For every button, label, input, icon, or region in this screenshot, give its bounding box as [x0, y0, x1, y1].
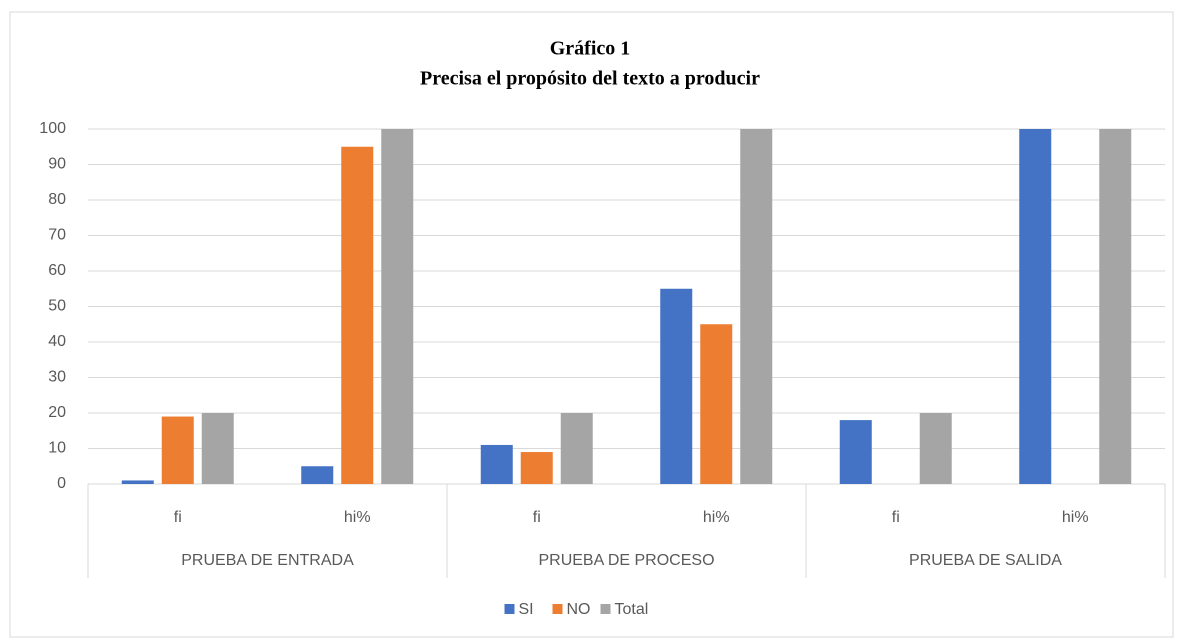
x-tick-label: hi% [1062, 509, 1089, 526]
x-tick-label: fi [892, 509, 900, 526]
bar [480, 444, 513, 484]
legend-swatch [600, 604, 611, 614]
chart-title: Gráfico 1 [550, 38, 631, 60]
x-tick-label: fi [174, 509, 182, 526]
group-label: PRUEBA DE PROCESO [538, 552, 714, 569]
legend-label: NO [567, 601, 591, 618]
bar [560, 413, 593, 484]
x-tick-label: fi [533, 509, 541, 526]
y-tick-label: 60 [48, 262, 66, 279]
bar [660, 288, 693, 484]
bar [1099, 129, 1132, 484]
y-tick-label: 20 [48, 404, 66, 421]
legend-swatch [552, 604, 563, 614]
bar [1019, 129, 1052, 484]
y-tick-label: 90 [48, 156, 66, 173]
y-tick-label: 10 [48, 440, 66, 457]
y-tick-label: 50 [48, 298, 66, 315]
bar [301, 466, 334, 484]
bar [161, 416, 194, 484]
bar [341, 146, 374, 484]
group-label: PRUEBA DE SALIDA [909, 552, 1062, 569]
bar [201, 413, 234, 484]
chart-subtitle: Precisa el propósito del texto a produci… [420, 68, 760, 90]
group-label: PRUEBA DE ENTRADA [181, 552, 354, 569]
y-tick-label: 30 [48, 369, 66, 386]
y-tick-label: 70 [48, 227, 66, 244]
y-tick-label: 0 [57, 475, 66, 492]
bar [520, 452, 553, 484]
bar [919, 413, 952, 484]
x-tick-label: hi% [344, 509, 371, 526]
bar [381, 129, 414, 484]
bar [839, 420, 872, 484]
bar [740, 129, 773, 484]
bar [700, 324, 733, 484]
legend-swatch [504, 604, 515, 614]
chart-border [9, 11, 1174, 638]
y-tick-label: 100 [39, 120, 66, 137]
legend-label: SI [519, 601, 534, 618]
y-tick-label: 80 [48, 191, 66, 208]
legend-label: Total [615, 601, 649, 618]
x-tick-label: hi% [703, 509, 730, 526]
y-tick-label: 40 [48, 333, 66, 350]
bar [121, 480, 154, 484]
